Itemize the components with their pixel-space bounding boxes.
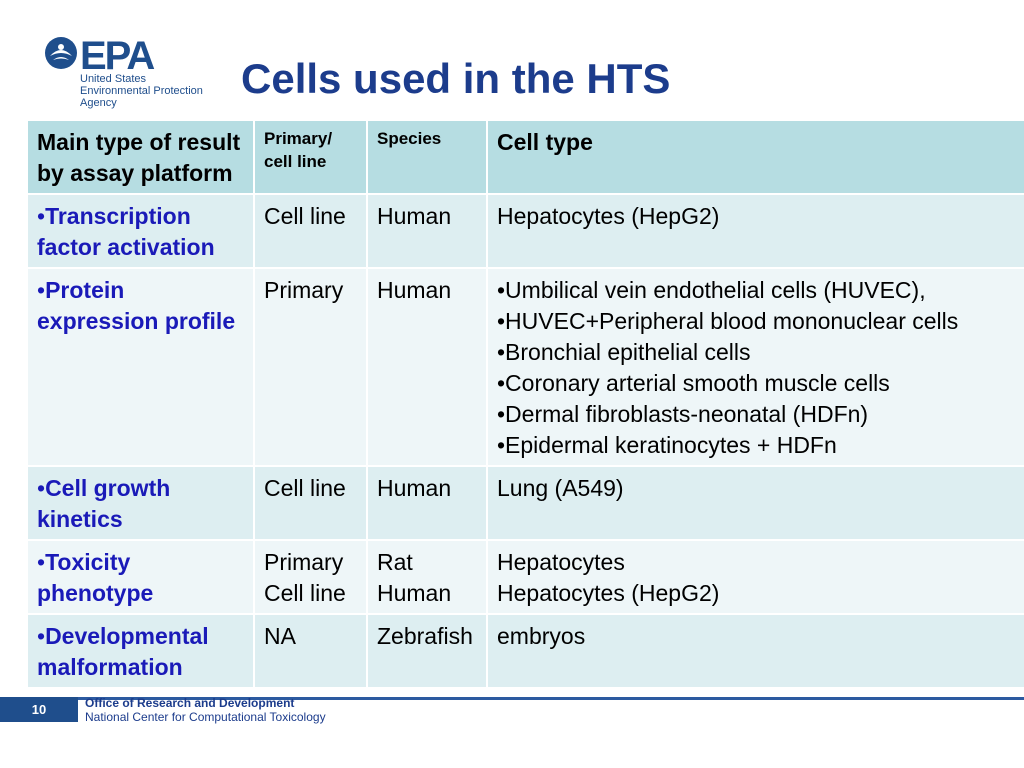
cell-type-value: •Coronary arterial smooth muscle cells [497, 370, 890, 396]
header-main-type: Main type of result by assay platform [26, 119, 255, 195]
species-cell: Human [366, 267, 488, 467]
bullet: • [37, 623, 46, 649]
cell-type-value: Hepatocytes (HepG2) [497, 580, 720, 606]
cell-type-value: •HUVEC+Peripheral blood mononuclear cell… [497, 308, 959, 334]
primary-cell: Cell line [253, 465, 368, 541]
agency-name: United States Environmental Protection A… [80, 73, 203, 109]
agency-line: Environmental Protection [80, 85, 203, 97]
result-cell: •Developmental malformation [26, 613, 255, 689]
cell-type-value: embryos [497, 623, 586, 649]
primary-cell: Primary Cell line [253, 539, 368, 615]
epa-logo: EPA United States Environmental Protecti… [44, 36, 244, 116]
epa-wordmark: EPA [80, 34, 155, 78]
bullet: • [37, 549, 46, 575]
cell-type-value: •Dermal fibroblasts-neonatal (HDFn) [497, 401, 869, 427]
species-value: Zebrafish [377, 623, 473, 649]
cell-type-value: Hepatocytes [497, 549, 625, 575]
cells-table: Main type of result by assay platform Pr… [26, 119, 1024, 689]
table-row: •Cell growth kinetics Cell line Human Lu… [26, 465, 1024, 541]
table-row: •Protein expression profile Primary Huma… [26, 267, 1024, 467]
species-cell: Human [366, 465, 488, 541]
table-row: •Developmental malformation NA Zebrafish… [26, 613, 1024, 689]
result-label: Developmental malformation [37, 623, 209, 680]
primary-value: NA [264, 623, 296, 649]
result-label: Cell growth kinetics [37, 475, 171, 532]
cell-type-cell: •Umbilical vein endothelial cells (HUVEC… [486, 267, 1024, 467]
header-species: Species [366, 119, 488, 195]
result-label: Transcription factor activation [37, 203, 215, 260]
footer-office: Office of Research and Development [85, 696, 295, 710]
species-value: Rat [377, 549, 413, 575]
cell-type-value: Lung (A549) [497, 475, 624, 501]
species-value: Human [377, 203, 452, 229]
page-number: 10 [0, 697, 78, 722]
primary-cell: NA [253, 613, 368, 689]
result-cell: •Protein expression profile [26, 267, 255, 467]
species-value: Human [377, 277, 452, 303]
species-cell: Zebrafish [366, 613, 488, 689]
species-value: Human [377, 580, 452, 606]
footer-bar [0, 697, 1024, 700]
cell-type-value: •Epidermal keratinocytes + HDFn [497, 432, 837, 458]
footer-center: National Center for Computational Toxico… [85, 710, 326, 724]
header-primary-cell-line: Primary/ cell line [253, 119, 368, 195]
header-cell-type: Cell type [486, 119, 1024, 195]
table-header-row: Main type of result by assay platform Pr… [26, 119, 1024, 195]
species-cell: Human [366, 193, 488, 269]
cell-type-value: •Bronchial epithelial cells [497, 339, 751, 365]
slide-title: Cells used in the HTS [241, 55, 671, 102]
cell-type-cell: embryos [486, 613, 1024, 689]
table-row: •Toxicity phenotype Primary Cell line Ra… [26, 539, 1024, 615]
result-cell: •Cell growth kinetics [26, 465, 255, 541]
cell-type-cell: Hepatocytes Hepatocytes (HepG2) [486, 539, 1024, 615]
agency-line: United States [80, 73, 147, 85]
result-label: Protein expression profile [37, 277, 236, 334]
primary-value: Cell line [264, 475, 346, 501]
result-cell: •Toxicity phenotype [26, 539, 255, 615]
primary-value: Primary [264, 277, 344, 303]
primary-value: Cell line [264, 203, 346, 229]
cell-type-cell: Hepatocytes (HepG2) [486, 193, 1024, 269]
primary-value: Primary [264, 549, 344, 575]
primary-cell: Primary [253, 267, 368, 467]
bullet: • [37, 475, 46, 501]
cell-type-value: •Umbilical vein endothelial cells (HUVEC… [497, 277, 926, 303]
primary-value: Cell line [264, 580, 346, 606]
agency-line: Agency [80, 97, 117, 109]
primary-cell: Cell line [253, 193, 368, 269]
cell-type-value: Hepatocytes (HepG2) [497, 203, 720, 229]
bullet: • [37, 203, 46, 229]
result-cell: •Transcription factor activation [26, 193, 255, 269]
bullet: • [37, 277, 46, 303]
species-value: Human [377, 475, 452, 501]
epa-flower-icon [45, 37, 77, 69]
cell-type-cell: Lung (A549) [486, 465, 1024, 541]
table-row: •Transcription factor activation Cell li… [26, 193, 1024, 269]
species-cell: Rat Human [366, 539, 488, 615]
result-label: Toxicity phenotype [37, 549, 154, 606]
